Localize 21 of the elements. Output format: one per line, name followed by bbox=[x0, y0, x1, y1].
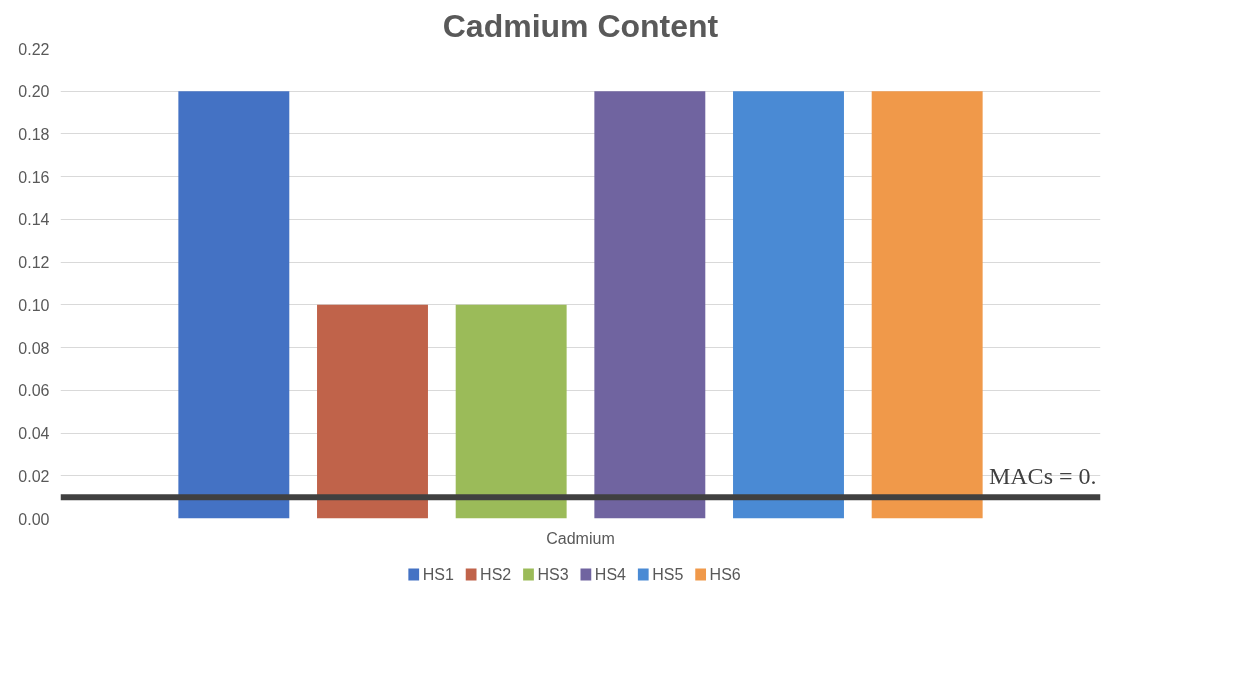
legend-label: HS6 bbox=[709, 566, 741, 583]
y-tick-label: 0.20 bbox=[18, 83, 50, 101]
y-tick-label: 0.06 bbox=[18, 382, 50, 400]
y-tick-label: 0.12 bbox=[18, 254, 50, 272]
y-tick-label: 0.18 bbox=[18, 125, 50, 143]
y-tick-label: 0.22 bbox=[18, 40, 50, 58]
y-tick-label: 0.02 bbox=[18, 467, 50, 485]
chart-title: Cadmium Content bbox=[442, 7, 719, 44]
legend-label: HS3 bbox=[537, 566, 569, 583]
y-tick-label: 0.00 bbox=[18, 510, 50, 528]
ref-line-label: MACs = 0. bbox=[988, 463, 1097, 490]
y-tick-label: 0.16 bbox=[18, 168, 50, 186]
y-tick-label: 0.10 bbox=[18, 296, 50, 314]
legend-label: HS2 bbox=[480, 566, 512, 583]
legend-label: HS1 bbox=[422, 566, 454, 583]
y-tick-label: 0.14 bbox=[18, 211, 50, 229]
x-tick-label: Cadmium bbox=[546, 529, 615, 547]
y-tick-label: 0.04 bbox=[18, 425, 50, 443]
y-tick-label: 0.08 bbox=[18, 339, 50, 357]
legend-label: HS5 bbox=[652, 566, 684, 583]
legend-label: HS4 bbox=[594, 566, 627, 583]
